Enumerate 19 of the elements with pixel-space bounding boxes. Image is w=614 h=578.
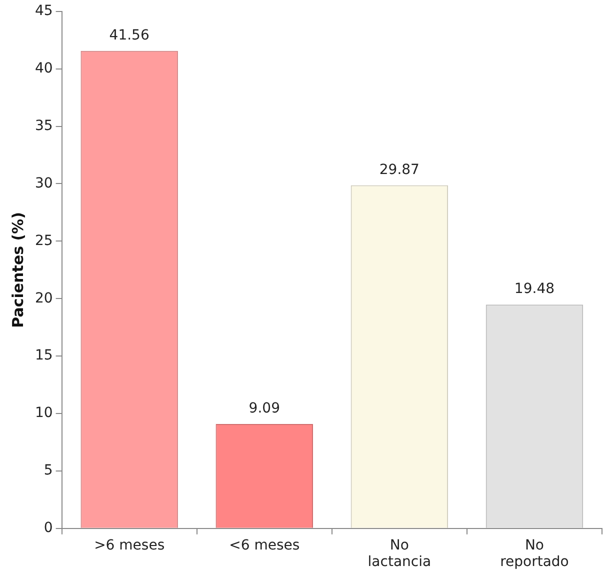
y-tick-label: 10 bbox=[34, 405, 53, 422]
y-tick-label: 25 bbox=[34, 232, 53, 249]
y-tick-label: 5 bbox=[44, 462, 53, 479]
y-tick-label: 40 bbox=[34, 60, 53, 76]
data-label: 19.48 bbox=[514, 281, 555, 298]
x-tick-label: No reportado bbox=[500, 537, 569, 570]
data-label: 9.09 bbox=[248, 400, 280, 417]
y-tick-label: 20 bbox=[34, 290, 53, 306]
y-tick-label: 0 bbox=[44, 520, 53, 536]
y-tick-label: 35 bbox=[34, 118, 53, 134]
y-tick-label: 30 bbox=[34, 175, 53, 192]
y-tick-label: 45 bbox=[34, 3, 53, 20]
data-label: 29.87 bbox=[379, 162, 420, 178]
y-axis-title: Pacientes (%) bbox=[8, 212, 27, 328]
x-tick-label: No lactancia bbox=[368, 537, 432, 570]
x-tick-label: >6 meses bbox=[94, 537, 165, 554]
data-label: 41.56 bbox=[109, 28, 150, 44]
y-tick-label: 15 bbox=[34, 348, 53, 364]
x-tick-label: <6 meses bbox=[229, 537, 300, 554]
